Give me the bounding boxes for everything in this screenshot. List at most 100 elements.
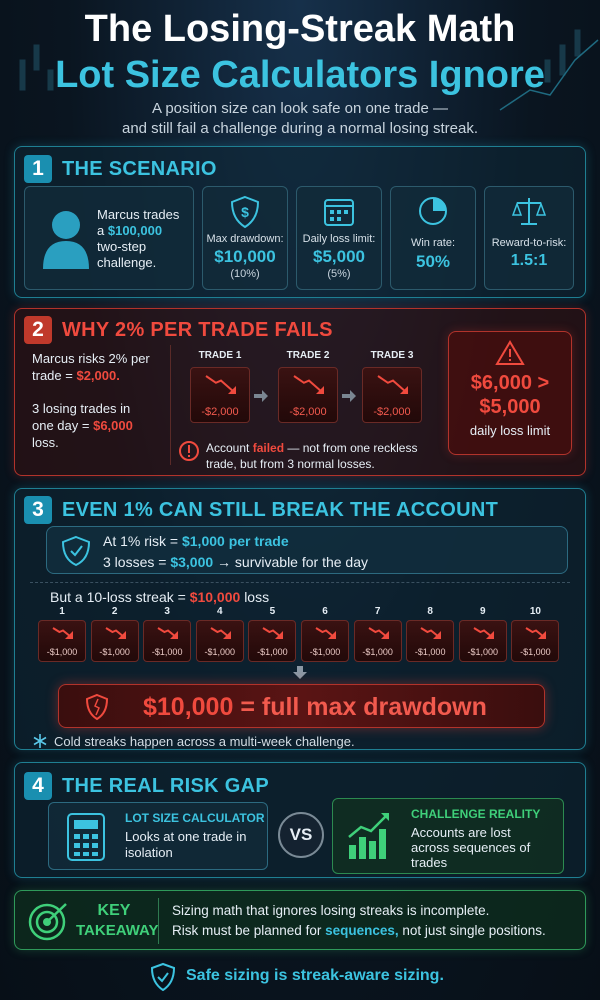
result-text: $10,000 = full max drawdown (143, 693, 487, 722)
trade-loss: -$1,000 (204, 647, 236, 657)
broken-shield-icon (85, 693, 109, 721)
icon-graphic (262, 627, 284, 639)
losses-text: 3 losing trades in one day = $6,000 loss… (32, 400, 152, 451)
highlight: $1,000 per trade (181, 533, 289, 549)
trade-number: 7 (374, 606, 381, 617)
highlight: failed (252, 441, 285, 455)
target-icon (28, 903, 67, 941)
stat-card: Daily loss limit: $5,000 (5%) (296, 186, 382, 290)
icon-graphic (511, 198, 547, 225)
risk-box: At 1% risk = $1,000 per trade 3 losses =… (46, 526, 568, 574)
callout-note: daily loss limit (469, 423, 551, 438)
takeaway-label2: TAKEAWAY (76, 922, 159, 939)
title-line2: Lot Size Calculators Ignore (55, 54, 545, 96)
footer-shield (150, 962, 176, 992)
streak-text: But a 10-loss streak = $10,000 loss (50, 589, 269, 605)
trade-number: 2 (111, 606, 118, 617)
stat-note: (10%) (230, 268, 260, 280)
stat-value: 1.5:1 (510, 252, 548, 269)
trade-tile: -$1,000 (301, 620, 349, 662)
card-title: LOT SIZE CALCULATOR (125, 811, 265, 825)
highlight: $10,000 (143, 693, 234, 721)
trade-loss: -$1,000 (309, 647, 341, 657)
trade-loss: -$1,000 (257, 647, 288, 657)
text: two-step challenge. (97, 239, 157, 270)
text: Marcus risks 2% per trade = (32, 351, 150, 383)
icon (376, 374, 410, 401)
warning-icon (495, 340, 525, 365)
trade-loss: -$1,000 (414, 647, 446, 657)
shield-icon (61, 535, 91, 567)
cold-note: Cold streaks happen across a multi-week … (54, 734, 355, 749)
trade-loss: -$1,000 (362, 647, 393, 657)
icon-graphic (52, 627, 73, 639)
icon-graphic (525, 627, 547, 639)
stat-card: Win rate: 50% (390, 186, 476, 290)
trade-number: 1 (59, 606, 65, 617)
icon (51, 626, 75, 646)
bg-candles (19, 29, 599, 111)
icon (209, 626, 233, 646)
divider (170, 345, 171, 465)
risk-text: Marcus risks 2% per trade = $2,000. (32, 350, 162, 384)
footer-text: Safe sizing is streak-aware sizing. (186, 967, 444, 984)
trade-number: 4 (217, 606, 223, 617)
stat-label: Max drawdown: (206, 233, 284, 245)
trade-tile: -$1,000 (38, 620, 86, 662)
text: → survivable for the day (217, 554, 369, 570)
icon (472, 626, 496, 646)
icon-graphic (377, 375, 408, 394)
icon-graphic (205, 375, 236, 394)
icon-graphic: $ (230, 195, 260, 229)
svg-text:$: $ (241, 204, 249, 220)
text: Marcus trades a (97, 207, 180, 238)
trade-tile: -$1,000 (511, 620, 560, 662)
trade-tile: -$1,000 (90, 620, 139, 662)
trade-tile: -$2,000 (190, 367, 250, 423)
icon (104, 626, 128, 646)
card-text: Accounts are lost across sequences of tr… (411, 825, 531, 870)
trade-number: 10 (529, 606, 541, 617)
icon (254, 389, 268, 407)
trade-loss: -$1,000 (467, 647, 499, 657)
trade-number: 9 (480, 606, 486, 617)
stat-note: (5%) (327, 268, 351, 280)
badge: 2 (24, 316, 52, 344)
text: At 1% risk = (103, 533, 179, 549)
calculator-icon (67, 813, 105, 861)
stat-value: 50% (415, 252, 451, 271)
alert-icon (179, 441, 199, 461)
subtitle-line2: and still fail a challenge during a norm… (121, 120, 479, 137)
section-title: EVEN 1% CAN STILL BREAK THE ACCOUNT (62, 499, 499, 521)
badge: 1 (24, 155, 52, 183)
icon (367, 626, 391, 646)
callout: $6,000 > $5,000 daily loss limit (448, 331, 572, 455)
icon-graphic (254, 390, 268, 402)
trade-loss: -$2,000 (373, 406, 411, 418)
card-text: Looks at one trade in isolation (125, 829, 247, 860)
callout-line2: $5,000 (479, 396, 541, 418)
risk-line: At 1% risk = $1,000 per trade (103, 533, 289, 549)
stat-card: $ Max drawdown: $10,000 (10%) (202, 186, 288, 290)
takeaway-line2: Risk must be planned for sequences, not … (172, 923, 546, 938)
icon (314, 626, 338, 646)
icon-graphic (419, 197, 447, 225)
text: 3 losses = (103, 554, 167, 570)
dashed-divider (30, 582, 570, 583)
icon (261, 626, 285, 646)
trade-number: 8 (427, 606, 433, 617)
icon-graphic (342, 390, 356, 402)
highlight: sequences, (325, 923, 399, 938)
trade-tile: -$1,000 (195, 620, 244, 662)
takeaway-line1: Sizing math that ignores losing streaks … (172, 903, 490, 918)
icon-graphic (324, 199, 354, 226)
icon: $ (203, 195, 287, 234)
trade-loss: -$1,000 (151, 647, 183, 657)
survive-line: 3 losses = $3,000 → survivable for the d… (103, 554, 368, 570)
text: Risk must be planned for (172, 923, 322, 938)
icon-graphic (293, 375, 324, 394)
section-title: THE REAL RISK GAP (62, 775, 269, 797)
trade-tile: -$2,000 (278, 367, 338, 423)
text: = full max drawdown (240, 693, 487, 721)
